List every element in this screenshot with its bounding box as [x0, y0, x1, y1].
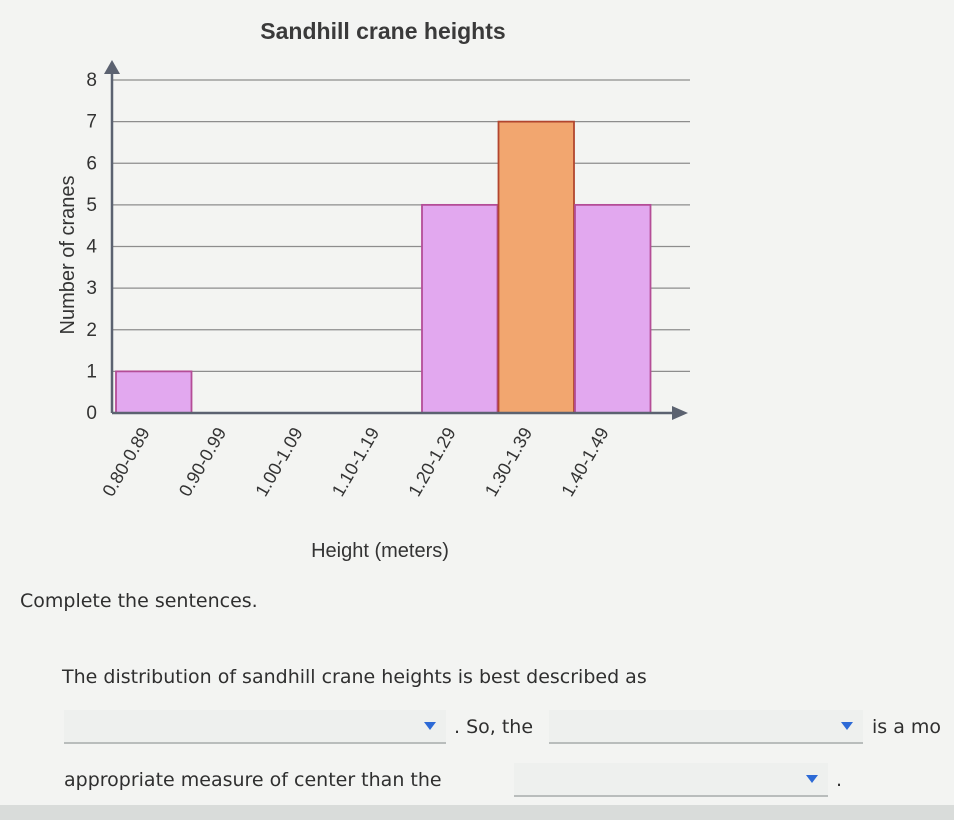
x-tick-label: 1.30-1.39 — [481, 424, 536, 500]
bar-0.80-0.89 — [115, 370, 193, 414]
distribution-dropdown[interactable] — [64, 710, 446, 744]
y-tick-label: 2 — [86, 320, 97, 341]
gridlines — [112, 79, 690, 372]
y-axis-label: Number of cranes — [57, 176, 79, 335]
sentence-part-1: The distribution of sandhill crane heigh… — [62, 666, 647, 688]
x-axis-label: Height (meters) — [311, 540, 449, 562]
sentence-part-3: is a mo — [872, 716, 942, 738]
y-tick-label: 6 — [86, 153, 97, 174]
x-tick-label: 0.90-0.99 — [175, 424, 230, 500]
dropdown-caret-icon — [841, 722, 853, 730]
histogram-chart: 0 1 2 3 4 5 6 7 8 0.80-0.89 0.90-0.99 1.00-1.09 1.1… — [57, 60, 690, 562]
x-tick-label: 1.40-1.49 — [557, 424, 612, 500]
y-tick-labels: 0 1 2 3 4 5 6 7 8 — [86, 70, 97, 424]
bars — [115, 120, 652, 414]
dropdown-caret-icon — [424, 722, 436, 730]
x-tick-label: 0.80-0.89 — [98, 424, 153, 500]
axes — [104, 60, 688, 420]
y-tick-label: 0 — [86, 403, 97, 424]
sentence-part-2: . So, the — [454, 716, 534, 738]
bottom-strip — [0, 805, 954, 820]
bar-1.30-1.39 — [497, 120, 575, 414]
x-tick-label: 1.00-1.09 — [251, 424, 306, 500]
y-tick-label: 4 — [86, 237, 97, 258]
x-axis-arrow-icon — [672, 406, 688, 420]
y-tick-label: 3 — [86, 278, 97, 299]
chart-title: Sandhill crane heights — [260, 18, 506, 44]
instruction-text: Complete the sentences. — [20, 590, 258, 612]
y-tick-label: 5 — [86, 195, 97, 216]
y-tick-label: 7 — [86, 112, 97, 133]
sentence-part-4: appropriate measure of center than the — [64, 769, 442, 791]
x-tick-label: 1.20-1.29 — [404, 424, 459, 500]
y-tick-label: 1 — [86, 361, 97, 382]
y-axis-arrow-icon — [104, 60, 120, 74]
bar-1.40-1.49 — [574, 203, 652, 414]
bar-1.20-1.29 — [421, 203, 499, 414]
sentence-part-5: . — [836, 769, 843, 791]
y-tick-label: 8 — [86, 70, 97, 91]
measure-dropdown-1[interactable] — [549, 710, 863, 744]
x-tick-labels: 0.80-0.89 0.90-0.99 1.00-1.09 1.10-1.19 1.20… — [98, 424, 612, 500]
x-tick-label: 1.10-1.19 — [328, 424, 383, 500]
measure-dropdown-2[interactable] — [514, 763, 828, 797]
dropdown-caret-icon — [806, 775, 818, 783]
